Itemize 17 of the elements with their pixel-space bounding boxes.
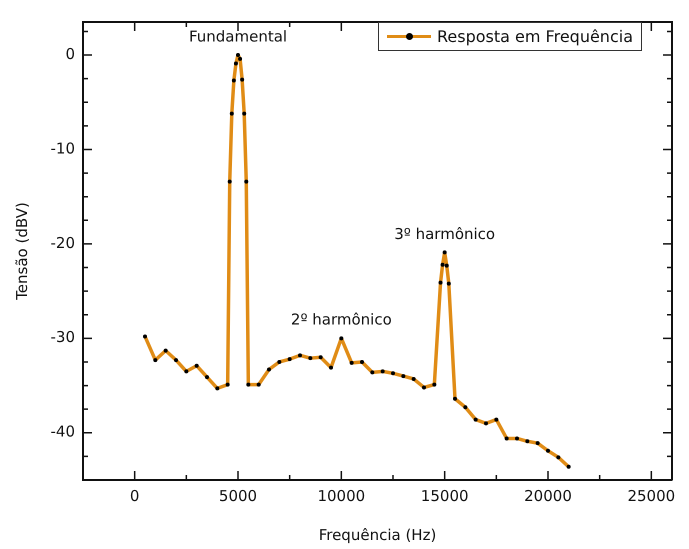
legend-label: Resposta em Frequência xyxy=(437,27,633,46)
x-tick-label: 20000 xyxy=(524,486,572,505)
y-tick-label: -20 xyxy=(50,234,75,252)
annotation: Fundamental xyxy=(188,27,288,46)
y-tick-label: 0 xyxy=(65,44,75,63)
y-tick-label: -30 xyxy=(50,328,75,346)
x-tick-label: 10000 xyxy=(317,486,366,505)
x-tick-label: 15000 xyxy=(420,486,469,505)
annotation: 2º harmônico xyxy=(290,310,392,329)
x-tick-label: 5000 xyxy=(218,486,258,505)
annotation: 3º harmônico xyxy=(394,224,496,243)
y-tick-label: -10 xyxy=(50,139,75,158)
x-tick-label: 0 xyxy=(130,486,140,505)
x-axis-title: Frequência (Hz) xyxy=(318,526,436,544)
y-axis-title: Tensão (dBV) xyxy=(12,202,31,301)
y-tick-label: -40 xyxy=(50,422,75,441)
x-tick-label: 25000 xyxy=(627,486,676,505)
